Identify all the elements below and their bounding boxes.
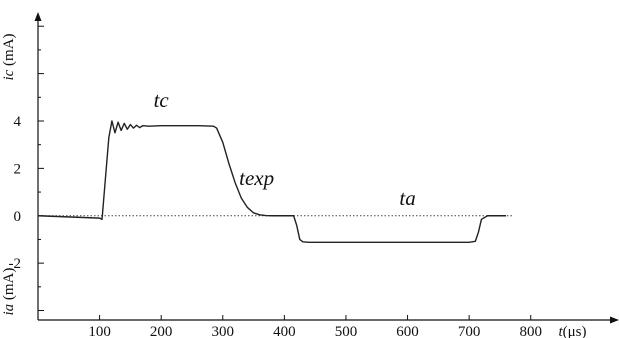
x-tick-label: 700 (458, 324, 481, 338)
annotation-tc: tc (154, 88, 170, 112)
x-tick-label: 200 (150, 324, 173, 338)
y-tick-label: -2 (9, 256, 22, 272)
x-tick-label: 600 (396, 324, 419, 338)
y-axis-title-bottom: ia (mA) (1, 268, 17, 316)
y-tick-label: 2 (14, 161, 22, 177)
chart-marks (37, 120, 513, 243)
y-axis-arrow (34, 12, 42, 21)
y-tick-label: 4 (14, 114, 22, 130)
chart-labels: 4 2 0 -2 100 200 300 400 500 600 700 800 t(μs) ic (mA… (1, 33, 586, 338)
x-tick-label: 300 (212, 324, 235, 338)
series-line (37, 120, 507, 243)
annotation-ta: ta (399, 186, 415, 210)
y-tick-label: 0 (14, 209, 22, 225)
x-axis-arrow (610, 316, 619, 324)
axes (34, 12, 619, 324)
x-tick-label: 400 (273, 324, 296, 338)
y-axis-title-top: ic (mA) (1, 33, 17, 80)
annotation-texp: texp (239, 166, 274, 190)
x-tick-label: 800 (519, 324, 542, 338)
x-axis-title: t(μs) (558, 324, 586, 338)
x-tick-label: 100 (88, 324, 111, 338)
x-tick-label: 500 (335, 324, 358, 338)
